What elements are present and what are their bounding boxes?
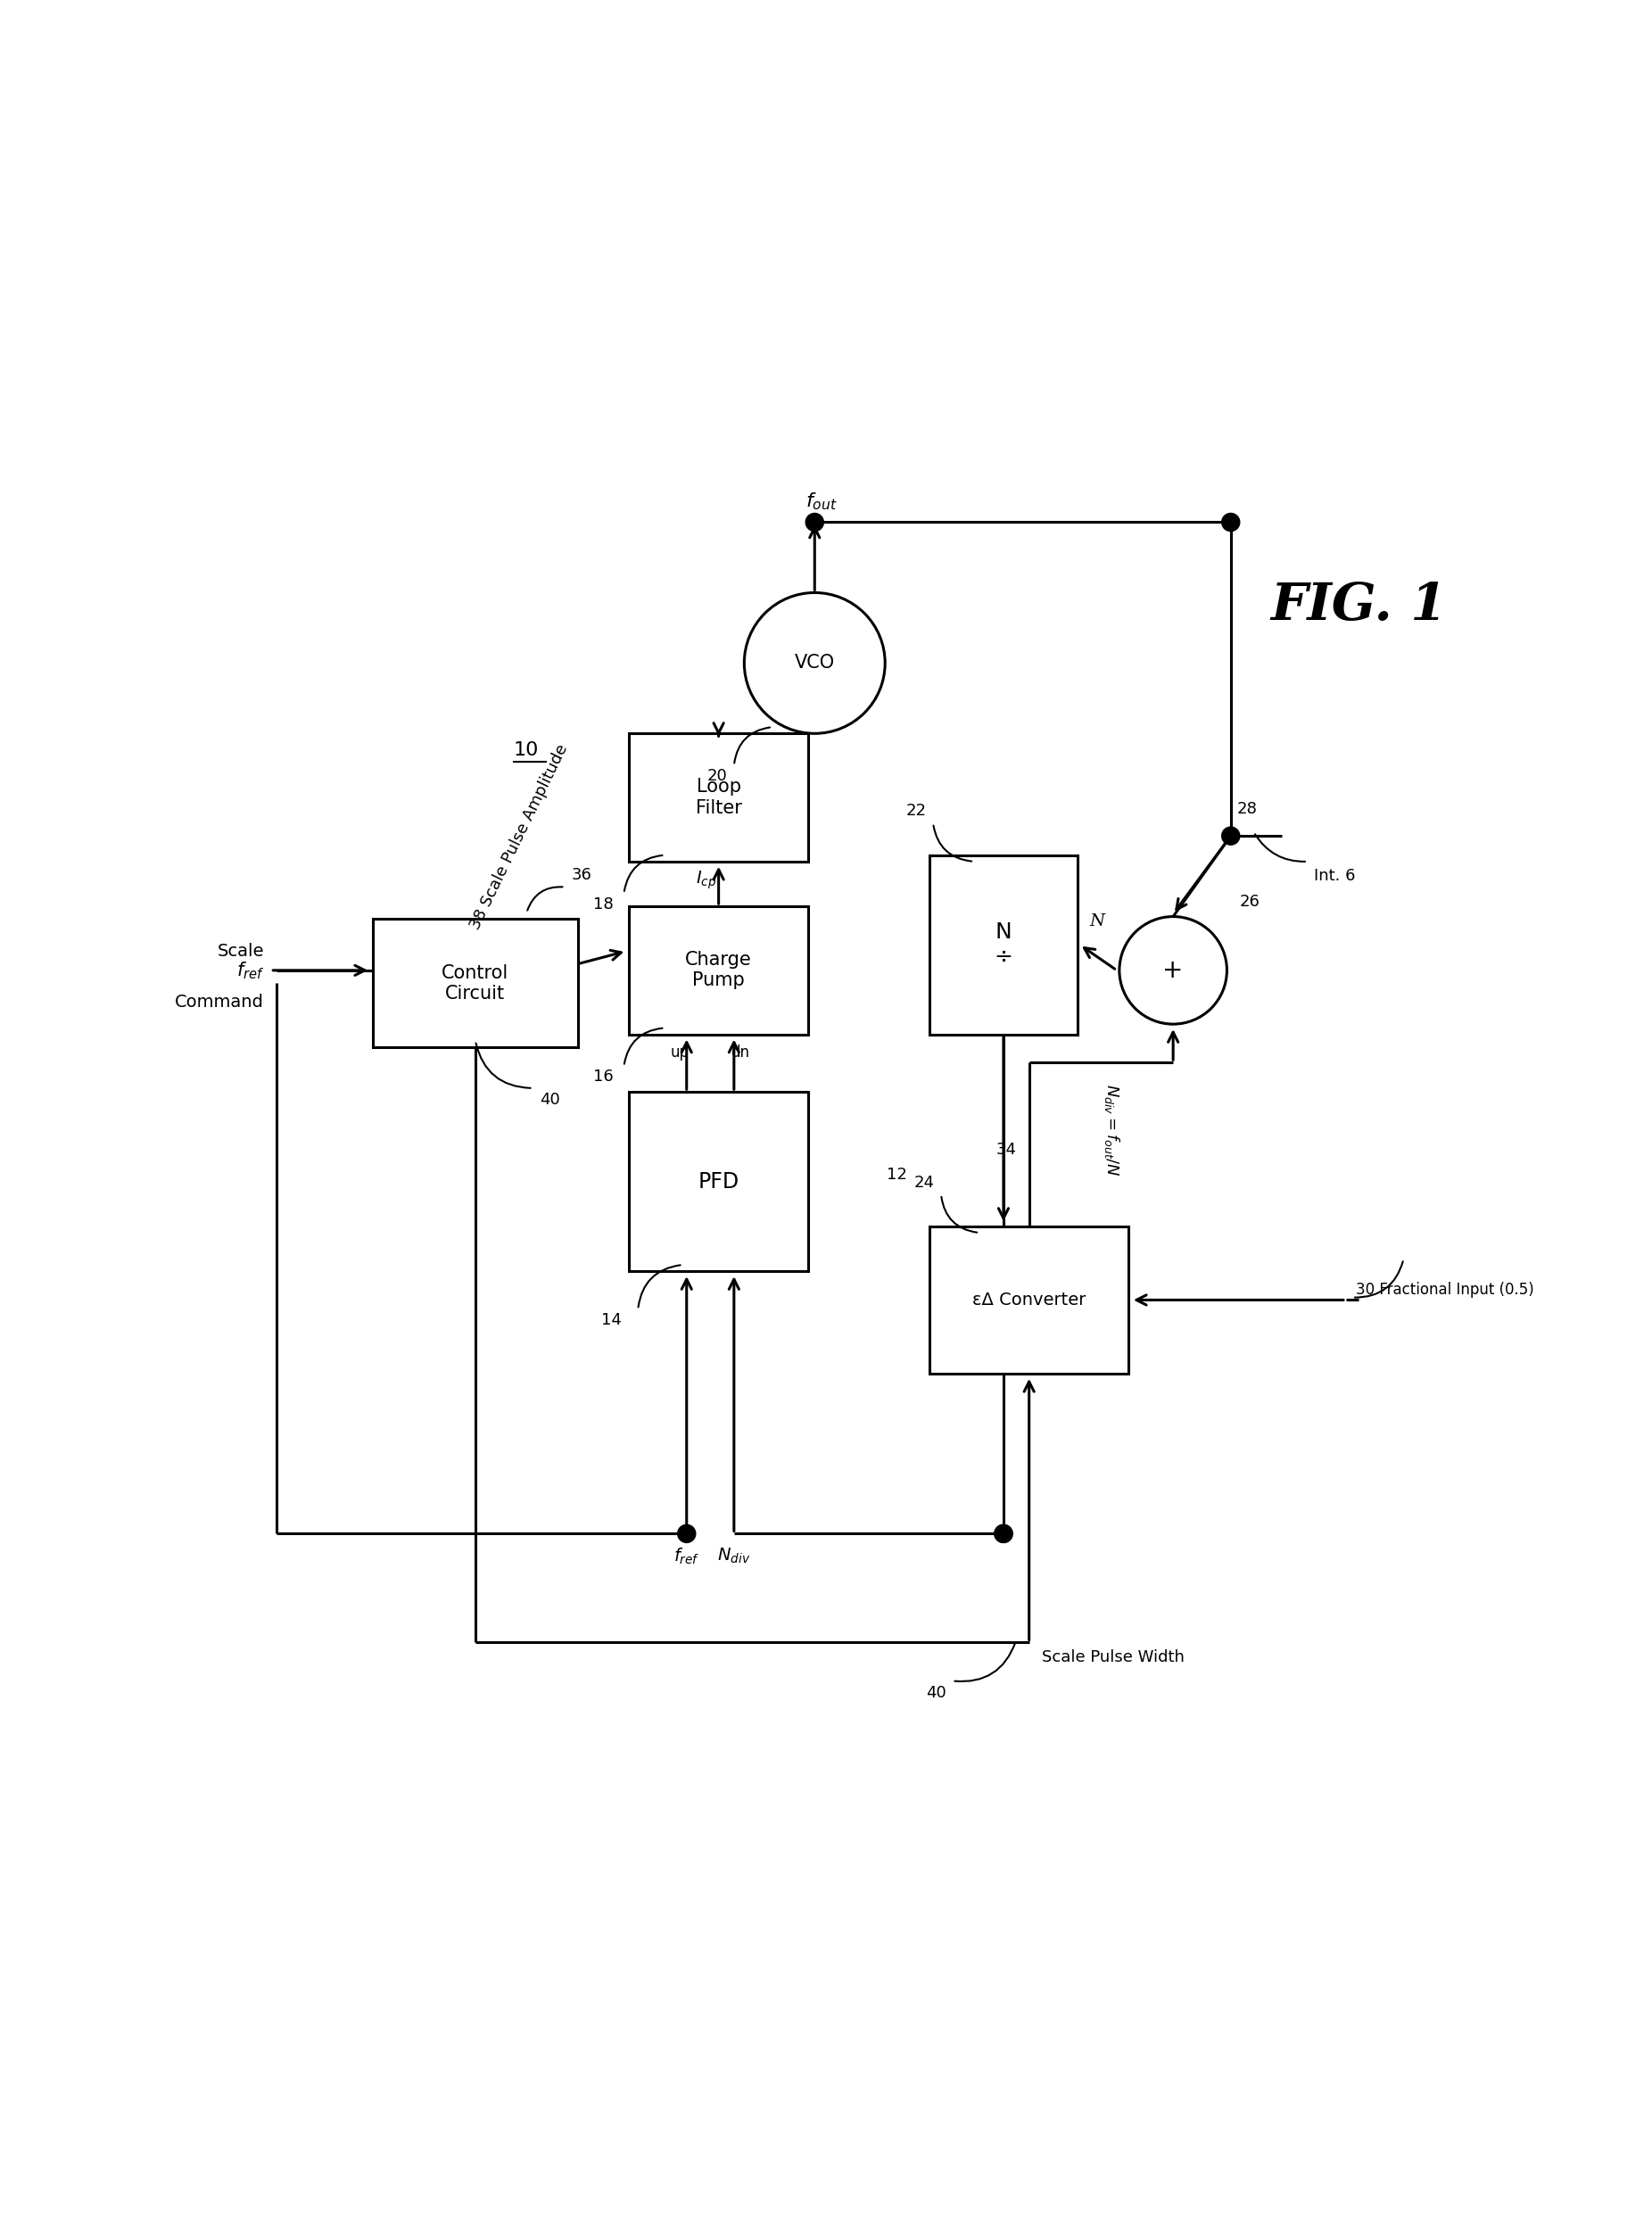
Text: 20: 20 — [707, 768, 727, 783]
Bar — [930, 1226, 1128, 1374]
Text: up: up — [671, 1045, 689, 1060]
Text: PFD: PFD — [699, 1171, 738, 1193]
Bar — [629, 733, 808, 861]
Text: 40: 40 — [539, 1091, 560, 1109]
Text: $f_{ref}$: $f_{ref}$ — [674, 1547, 700, 1567]
Circle shape — [1222, 513, 1239, 531]
Circle shape — [677, 1525, 695, 1542]
Text: εΔ Converter: εΔ Converter — [973, 1292, 1085, 1308]
Text: dn: dn — [732, 1045, 750, 1060]
Text: 12: 12 — [887, 1166, 907, 1184]
Text: $N_{div}=f_{out}/N$: $N_{div}=f_{out}/N$ — [1104, 1084, 1122, 1177]
Text: 16: 16 — [593, 1069, 613, 1084]
Bar — [629, 907, 808, 1033]
Circle shape — [1222, 828, 1239, 845]
Text: Int. 6: Int. 6 — [1313, 867, 1355, 883]
Bar — [629, 1091, 808, 1270]
Text: Charge
Pump: Charge Pump — [686, 952, 752, 989]
Text: 38 Scale Pulse Amplitude: 38 Scale Pulse Amplitude — [468, 741, 572, 932]
Text: 22: 22 — [907, 803, 927, 819]
Circle shape — [995, 1525, 1013, 1542]
Text: $f_{ref}$: $f_{ref}$ — [236, 960, 264, 980]
Bar — [930, 854, 1077, 1033]
Text: FIG. 1: FIG. 1 — [1270, 580, 1447, 631]
Text: 28: 28 — [1237, 801, 1257, 817]
Text: +: + — [1163, 958, 1183, 983]
Text: 10: 10 — [514, 741, 539, 759]
Circle shape — [743, 593, 885, 733]
Text: Scale: Scale — [218, 943, 264, 960]
Text: $N_{div}$: $N_{div}$ — [717, 1547, 750, 1565]
Bar — [373, 918, 578, 1047]
Text: VCO: VCO — [795, 655, 834, 673]
Text: 36: 36 — [572, 867, 591, 883]
Text: N
÷: N ÷ — [995, 921, 1013, 967]
Text: 24: 24 — [914, 1175, 935, 1191]
Text: 14: 14 — [601, 1312, 621, 1328]
Circle shape — [1120, 916, 1227, 1025]
Text: $f_{out}$: $f_{out}$ — [805, 491, 838, 511]
Text: $I_{cp}$: $I_{cp}$ — [695, 870, 717, 892]
Text: 40: 40 — [925, 1684, 947, 1702]
Text: 18: 18 — [593, 896, 613, 912]
Text: 26: 26 — [1239, 894, 1260, 910]
Text: Command: Command — [175, 994, 264, 1011]
Text: 34: 34 — [996, 1142, 1016, 1157]
Text: Loop
Filter: Loop Filter — [695, 779, 742, 817]
Text: Control
Circuit: Control Circuit — [441, 965, 509, 1002]
Text: Scale Pulse Width: Scale Pulse Width — [1042, 1649, 1184, 1664]
Text: 30 Fractional Input (0.5): 30 Fractional Input (0.5) — [1356, 1281, 1535, 1297]
Text: N: N — [1090, 914, 1105, 929]
Circle shape — [995, 1525, 1013, 1542]
Circle shape — [806, 513, 824, 531]
